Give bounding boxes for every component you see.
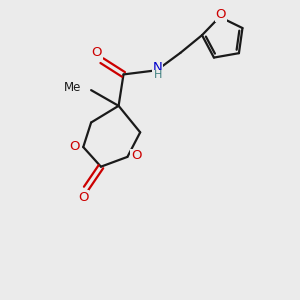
Text: O: O	[69, 140, 80, 153]
Text: Me: Me	[64, 81, 81, 94]
Text: H: H	[154, 70, 162, 80]
Text: O: O	[131, 149, 142, 162]
Text: O: O	[78, 190, 88, 204]
Text: N: N	[153, 61, 163, 74]
Text: O: O	[92, 46, 102, 59]
Text: O: O	[215, 8, 226, 21]
